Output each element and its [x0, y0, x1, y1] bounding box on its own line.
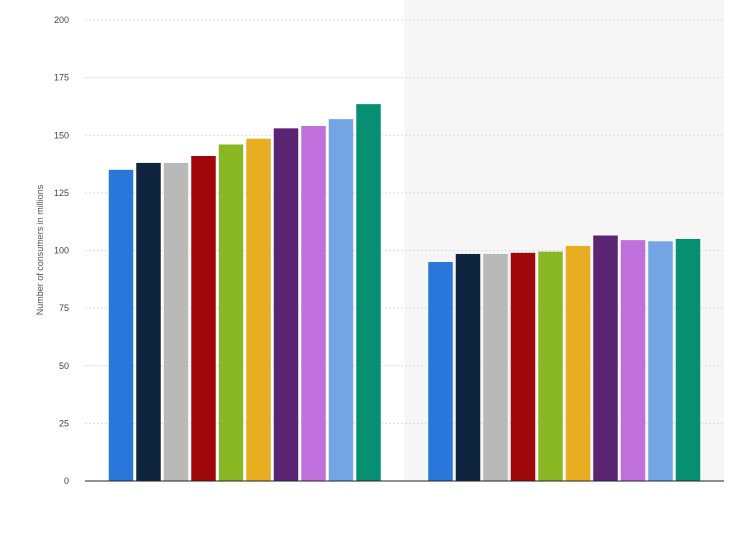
y-tick-label: 25 [59, 418, 69, 428]
y-tick-label: 175 [54, 73, 69, 83]
bar [483, 253, 508, 481]
y-tick-label: 50 [59, 361, 69, 371]
bar [108, 169, 134, 481]
bar [356, 104, 381, 481]
bar [428, 262, 453, 481]
y-tick-label: 0 [64, 476, 69, 486]
bar [136, 162, 161, 481]
bar [328, 119, 354, 482]
bars [108, 104, 701, 482]
bar [648, 241, 673, 481]
bar [301, 126, 326, 481]
bar [620, 240, 646, 481]
y-tick-label: 125 [54, 188, 69, 198]
y-tick-label: 100 [54, 246, 69, 256]
y-axis-label: Number of consumers in millions [35, 184, 45, 315]
bar [191, 155, 216, 481]
bar [455, 253, 481, 481]
bar [273, 128, 299, 481]
bar [163, 162, 189, 481]
y-tick-label: 200 [54, 15, 69, 25]
y-axis-ticks: 0 25 50 75 100 125 150 175 200 [54, 15, 69, 486]
bar [538, 251, 563, 481]
bar [675, 238, 701, 481]
bar [246, 138, 271, 481]
bar [593, 235, 618, 481]
bar [565, 245, 591, 481]
y-tick-label: 75 [59, 303, 69, 313]
y-tick-label: 150 [54, 130, 69, 140]
bar [510, 252, 536, 481]
bar [218, 144, 244, 481]
